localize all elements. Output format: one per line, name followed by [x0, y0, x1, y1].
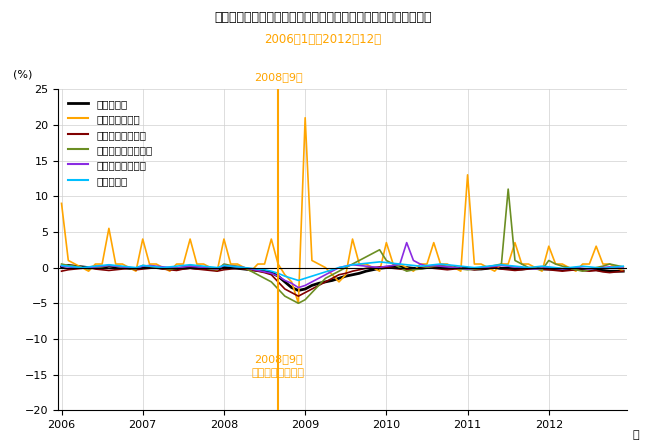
Line: 生活関連サービス等: 生活関連サービス等 — [61, 189, 623, 303]
Text: 2008年9月: 2008年9月 — [254, 73, 302, 83]
生活関連サービス等 — [620, 264, 627, 269]
飲食サービス業等 — [376, 264, 384, 269]
調査産業計 — [525, 266, 532, 271]
調査産業計 — [497, 266, 505, 271]
医療，福祉 — [376, 259, 384, 264]
医療，福祉 — [497, 262, 505, 268]
生活関連サービス等 — [342, 265, 349, 270]
飲食サービス業等 — [342, 271, 349, 276]
調査産業計 — [295, 288, 302, 293]
金融業，保険業 — [301, 115, 309, 120]
飲食サービス業等 — [315, 283, 322, 288]
飲食サービス業等 — [65, 267, 72, 273]
医療，福祉 — [92, 264, 99, 269]
Line: 金融業，保険業: 金融業，保険業 — [61, 118, 623, 303]
教育，学習支援業 — [65, 264, 72, 269]
調査産業計 — [322, 279, 329, 285]
生活関連サービス等 — [57, 261, 65, 267]
生活関連サービス等 — [525, 265, 532, 270]
医療，福祉 — [525, 265, 532, 270]
飲食サービス業等 — [57, 268, 65, 274]
医療，福祉 — [315, 271, 322, 277]
調査産業計 — [98, 265, 106, 270]
教育，学習支援業 — [57, 264, 65, 269]
生活関連サービス等 — [315, 283, 322, 288]
金融業，保険業 — [322, 265, 329, 270]
教育，学習支援業 — [92, 264, 99, 269]
金融業，保険業 — [57, 201, 65, 206]
調査産業計 — [349, 272, 357, 277]
医療，福祉 — [342, 264, 349, 269]
教育，学習支援業 — [620, 266, 627, 271]
金融業，保険業 — [92, 261, 99, 267]
Line: 調査産業計: 調査産業計 — [61, 265, 623, 290]
金融業，保険業 — [349, 236, 357, 242]
飲食サービス業等 — [620, 268, 627, 274]
調査産業計 — [71, 264, 79, 269]
調査産業計 — [620, 268, 627, 274]
生活関連サービス等 — [92, 265, 99, 270]
教育，学習支援業 — [497, 263, 505, 268]
金融業，保険業 — [525, 261, 532, 267]
医療，福祉 — [620, 264, 627, 269]
Text: 2008年9月: 2008年9月 — [254, 354, 302, 364]
教育，学習支援業 — [403, 240, 411, 245]
飲食サービス業等 — [92, 266, 99, 272]
生活関連サービス等 — [295, 301, 302, 306]
飲食サービス業等 — [497, 266, 505, 272]
金融業，保険業 — [497, 261, 505, 267]
教育，学習支援業 — [315, 276, 322, 281]
医療，福祉 — [65, 264, 72, 269]
生活関連サービス等 — [505, 186, 512, 192]
Line: 医療，福祉: 医療，福祉 — [61, 262, 623, 281]
生活関連サービス等 — [491, 263, 499, 268]
Text: リーマンショック: リーマンショック — [251, 368, 304, 378]
Text: (%): (%) — [13, 70, 32, 79]
教育，学習支援業 — [295, 285, 302, 290]
医療，福祉 — [57, 263, 65, 268]
金融業，保険業 — [620, 268, 627, 274]
金融業，保険業 — [295, 301, 302, 306]
飲食サービス業等 — [295, 293, 302, 299]
Legend: 調査産業計, 金融業，保険業, 飲食サービス業等, 生活関連サービス等, 教育，学習支援業, 医療，福祉: 調査産業計, 金融業，保険業, 飲食サービス業等, 生活関連サービス等, 教育，… — [63, 95, 157, 190]
生活関連サービス等 — [65, 263, 72, 268]
教育，学習支援業 — [342, 264, 349, 269]
医療，福祉 — [295, 278, 302, 283]
Text: 2006年1月～2012年12月: 2006年1月～2012年12月 — [264, 33, 382, 46]
Line: 教育，学習支援業: 教育，学習支援業 — [61, 243, 623, 288]
飲食サービス業等 — [525, 266, 532, 272]
金融業，保険業 — [65, 258, 72, 263]
Text: 年: 年 — [632, 429, 639, 440]
教育，学習支援業 — [525, 266, 532, 271]
Line: 飲食サービス業等: 飲食サービス業等 — [61, 267, 623, 296]
調査産業計 — [65, 263, 72, 268]
調査産業計 — [57, 264, 65, 269]
Text: 《参考》主な産業別現金給与総額（前年同月比）　就業形態別計: 《参考》主な産業別現金給与総額（前年同月比） 就業形態別計 — [214, 11, 432, 24]
